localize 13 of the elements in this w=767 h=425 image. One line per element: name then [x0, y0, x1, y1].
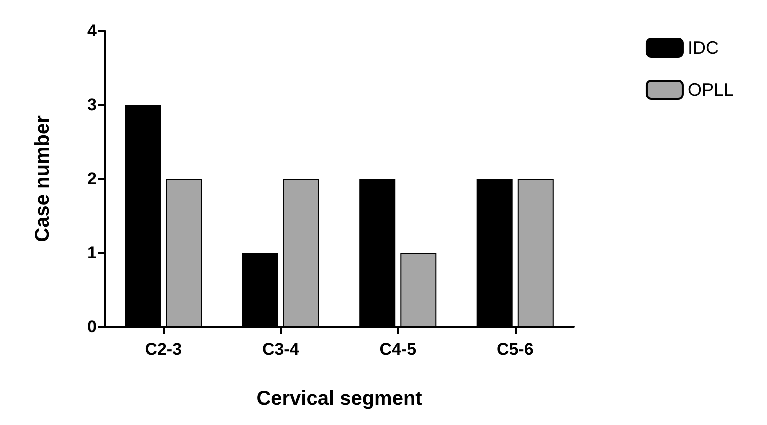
y-tick-label: 1	[88, 244, 97, 262]
y-tick-label: 0	[88, 318, 97, 336]
x-tick-label: C2-3	[145, 340, 182, 359]
y-tick-label: 4	[88, 22, 98, 40]
y-tick-label: 2	[88, 170, 97, 188]
legend-label: OPLL	[688, 80, 734, 100]
x-tick-label: C4-5	[380, 340, 417, 359]
legend-label: IDC	[688, 38, 719, 58]
y-axis-title: Case number	[32, 115, 54, 242]
x-axis-title: Cervical segment	[256, 388, 423, 410]
x-tick-label: C5-6	[496, 340, 534, 359]
x-tick-label: C3-4	[262, 340, 300, 359]
y-tick-label: 3	[88, 96, 97, 114]
